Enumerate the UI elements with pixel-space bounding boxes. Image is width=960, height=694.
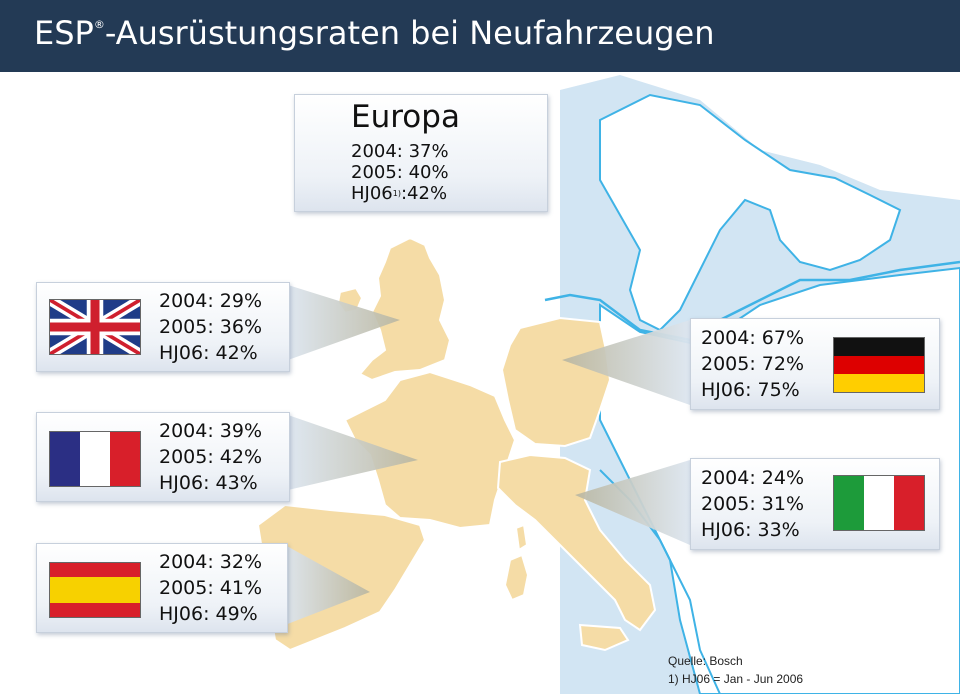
uk-stats: 2004: 29% 2005: 36% HJ06: 42% [159, 288, 262, 366]
spain-pointer [285, 545, 370, 625]
france-stats: 2004: 39% 2005: 42% HJ06: 43% [159, 418, 262, 496]
uk-row-2005: 2005: 36% [159, 316, 263, 338]
europa-row-2004: 2004: 37% [351, 141, 449, 162]
italy-row-2004: 2004: 24% [701, 467, 805, 489]
france-pointer [288, 415, 418, 490]
italy-stats-box: 2004: 24% 2005: 31% HJ06: 33% [690, 458, 940, 550]
header-bar: ESP®-Ausrüstungsraten bei Neufahrzeugen [0, 0, 960, 72]
uk-shape [358, 236, 452, 382]
germany-pointer [562, 320, 690, 405]
germany-stats-box: 2004: 67% 2005: 72% HJ06: 75% [690, 318, 940, 410]
sicily-shape [578, 623, 630, 652]
corsica-shape [514, 523, 529, 552]
italy-row-hj06: HJ06: 33% [701, 519, 800, 541]
europa-row-2005: 2005: 40% [351, 162, 449, 183]
uk-stats-box: 2004: 29% 2005: 36% HJ06: 42% [36, 282, 290, 372]
germany-shape [500, 316, 612, 448]
uk-row-hj06: HJ06: 42% [159, 342, 258, 364]
uk-pointer [288, 285, 400, 360]
sardinia-shape [503, 553, 530, 602]
italy-shape [496, 453, 657, 632]
france-stats-box: 2004: 39% 2005: 42% HJ06: 43% [36, 412, 290, 502]
spain-stats: 2004: 32% 2005: 41% HJ06: 49% [159, 549, 262, 627]
germany-row-2004: 2004: 67% [701, 327, 805, 349]
europa-stats: 2004: 37% 2005: 40% HJ061):42% [351, 141, 449, 204]
europa-row-hj06: HJ061):42% [351, 183, 448, 204]
germany-row-hj06: HJ06: 75% [701, 379, 800, 401]
germany-stats: 2004: 67% 2005: 72% HJ06: 75% [701, 325, 804, 403]
germany-row-2005: 2005: 72% [701, 353, 805, 375]
spain-stats-box: 2004: 32% 2005: 41% HJ06: 49% [36, 543, 288, 633]
italy-stats: 2004: 24% 2005: 31% HJ06: 33% [701, 465, 804, 543]
europa-summary-box: Europa 2004: 37% 2005: 40% HJ061):42% [294, 94, 548, 212]
spain-flag-icon [49, 562, 141, 618]
spain-row-2005: 2005: 41% [159, 577, 263, 599]
france-row-2004: 2004: 39% [159, 420, 263, 442]
scandinavia-land [599, 93, 902, 332]
footnote-line: 1) HJ06 = Jan - Jun 2006 [668, 672, 804, 686]
italy-flag-icon [833, 475, 925, 531]
italy-row-2005: 2005: 31% [701, 493, 805, 515]
page-title: ESP®-Ausrüstungsraten bei Neufahrzeugen [34, 14, 715, 52]
source-note: Quelle: Bosch 1) HJ06 = Jan - Jun 2006 [668, 652, 803, 688]
france-row-hj06: HJ06: 43% [159, 472, 258, 494]
france-shape [343, 370, 517, 530]
italy-pointer [575, 460, 690, 545]
source-line: Quelle: Bosch [668, 654, 743, 668]
france-flag-icon [49, 431, 141, 487]
france-row-2005: 2005: 42% [159, 446, 263, 468]
europa-title: Europa [351, 99, 460, 135]
spain-row-2004: 2004: 32% [159, 551, 263, 573]
uk-row-2004: 2004: 29% [159, 290, 263, 312]
germany-flag-icon [833, 337, 925, 393]
uk-flag-icon [49, 299, 141, 355]
spain-row-hj06: HJ06: 49% [159, 603, 258, 625]
